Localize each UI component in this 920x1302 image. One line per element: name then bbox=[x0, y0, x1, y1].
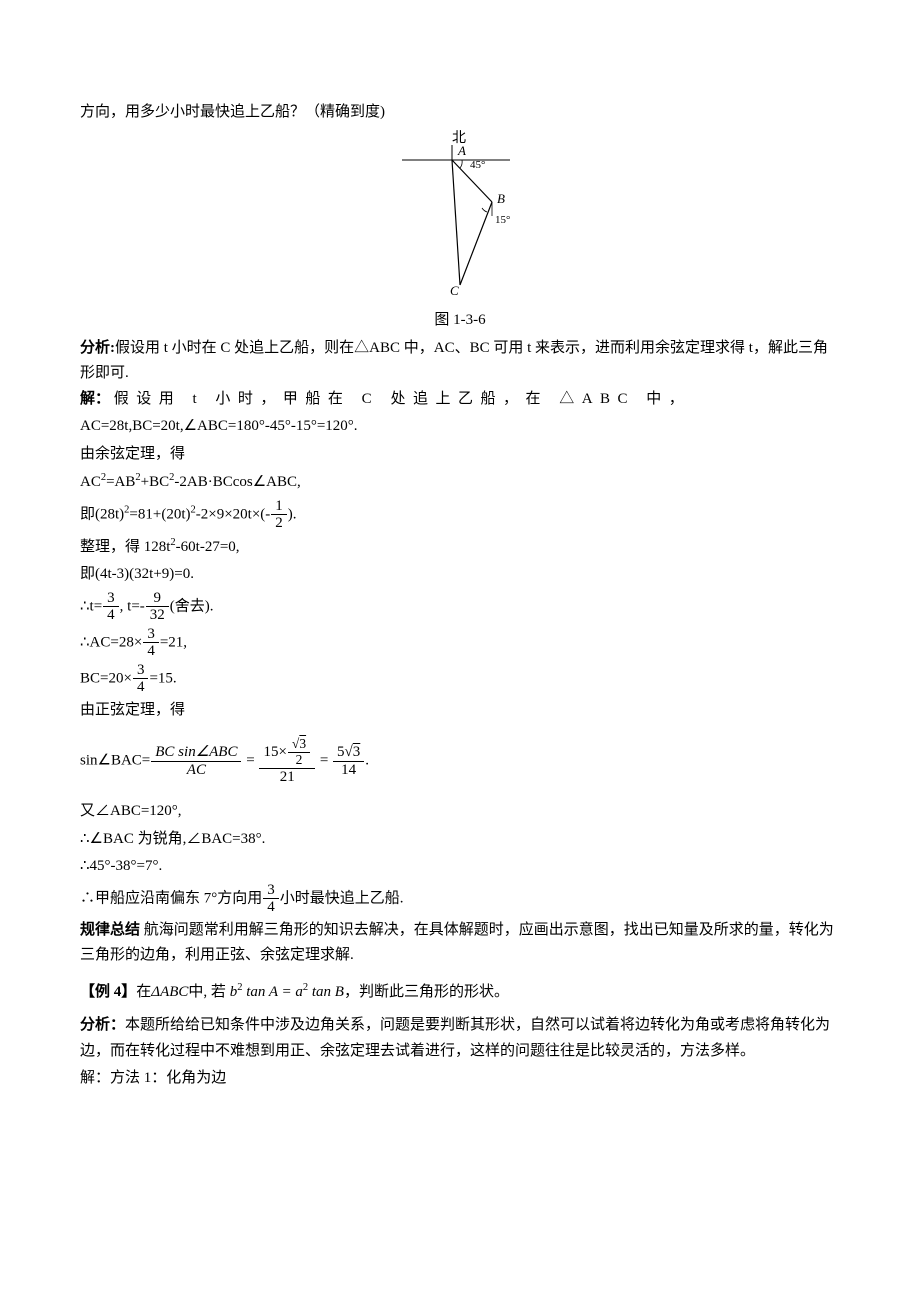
sin-bac-equation: sin∠BAC=BC sin∠ABCAC = 15×√32 21 = 5√314… bbox=[80, 737, 840, 785]
ex4-analysis-label: 分析： bbox=[80, 1017, 125, 1033]
solution-line-10: BC=20×34=15. bbox=[80, 662, 840, 696]
point-a-label: A bbox=[457, 143, 466, 158]
point-c-label: C bbox=[450, 283, 459, 295]
solution-line-4: AC2=AB2+BC2-2AB·BCcos∠ABC, bbox=[80, 469, 840, 496]
frac-3-4-a: 34 bbox=[103, 590, 119, 624]
point-b-label: B bbox=[497, 191, 505, 206]
analysis-text: 假设用 t 小时在 C 处追上乙船，则在△ABC 中，AC、BC 可用 t 来表… bbox=[80, 340, 828, 382]
solution-line-11: 由正弦定理，得 bbox=[80, 698, 840, 724]
example-4-analysis: 分析：本题所给给已知条件中涉及边角关系，问题是要判断其形状，自然可以试着将边转化… bbox=[80, 1013, 840, 1064]
frac-bcsinabc-ac: BC sin∠ABCAC bbox=[151, 744, 241, 778]
figure-1-3-6: 北 A 45° B 15° C bbox=[80, 130, 840, 305]
solution-line-12: 又∠ABC=120°, bbox=[80, 799, 840, 825]
rule-summary: 规律总结 航海问题常利用解三角形的知识去解决，在具体解题时，应画出示意图，找出已… bbox=[80, 918, 840, 969]
solution-line-6: 整理，得 128t2-60t-27=0, bbox=[80, 534, 840, 561]
figure-caption: 图 1-3-6 bbox=[80, 308, 840, 334]
frac-1-2: 12 bbox=[271, 498, 287, 532]
solution-line-14: ∴45°-38°=7°. bbox=[80, 854, 840, 880]
navigation-diagram: 北 A 45° B 15° C bbox=[390, 130, 530, 295]
example-4-method: 解：方法 1：化角为边 bbox=[80, 1066, 840, 1092]
angle-a-label: 45° bbox=[470, 159, 485, 171]
frac-3-4-d: 34 bbox=[263, 882, 279, 916]
frac-5sqrt3-14: 5√314 bbox=[333, 744, 364, 778]
solution-text-1: 假设用 t 小时，甲船在 C 处追上乙船，在 △ABC 中， bbox=[114, 391, 692, 407]
solution-line-1: 解： 假设用 t 小时，甲船在 C 处追上乙船，在 △ABC 中， bbox=[80, 387, 840, 413]
solution-line-7: 即(4t-3)(32t+9)=0. bbox=[80, 562, 840, 588]
frac-3-4-b: 34 bbox=[143, 626, 159, 660]
solution-line-13: ∴∠BAC 为锐角,∠BAC=38°. bbox=[80, 827, 840, 853]
solution-line-5: 即(28t)2=81+(20t)2-2×9×20t×(-12). bbox=[80, 498, 840, 532]
example-4: 【例 4】在ΔABC中, 若 b2 tan A = a2 tan B，判断此三角… bbox=[80, 979, 840, 1006]
analysis-para: 分析:假设用 t 小时在 C 处追上乙船，则在△ABC 中，AC、BC 可用 t… bbox=[80, 336, 840, 387]
rule-summary-text: 航海问题常利用解三角形的知识去解决，在具体解题时，应画出示意图，找出已知量及所求… bbox=[80, 922, 834, 964]
solution-line-15: ∴甲船应沿南偏东 7°方向用34小时最快追上乙船. bbox=[80, 882, 840, 916]
frac-9-32: 932 bbox=[146, 590, 169, 624]
solution-line-9: ∴AC=28×34=21, bbox=[80, 626, 840, 660]
angle-b-label: 15° bbox=[495, 214, 510, 226]
solution-line-3: 由余弦定理，得 bbox=[80, 442, 840, 468]
solution-label: 解： bbox=[80, 391, 110, 407]
rule-summary-label: 规律总结 bbox=[80, 922, 140, 938]
frac-15sqrt32-21: 15×√32 21 bbox=[259, 737, 315, 785]
example-4-label: 【例 4】 bbox=[80, 984, 136, 1000]
solution-line-2: AC=28t,BC=20t,∠ABC=180°-45°-15°=120°. bbox=[80, 414, 840, 440]
ex4-analysis-text: 本题所给给已知条件中涉及边角关系，问题是要判断其形状，自然可以试着将边转化为角或… bbox=[80, 1017, 830, 1059]
top-continuation: 方向，用多少小时最快追上乙船？（精确到度) bbox=[80, 100, 840, 126]
frac-3-4-c: 34 bbox=[133, 662, 149, 696]
analysis-label: 分析: bbox=[80, 340, 115, 356]
solution-line-8: ∴t=34, t=-932(舍去). bbox=[80, 590, 840, 624]
